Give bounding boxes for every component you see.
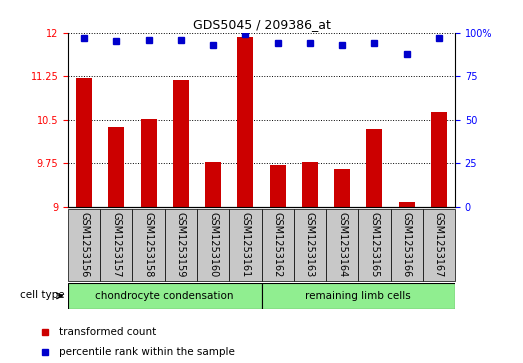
Text: GSM1253158: GSM1253158	[144, 212, 154, 278]
Text: GSM1253165: GSM1253165	[369, 212, 379, 278]
Bar	[366, 129, 382, 207]
Bar	[326, 209, 358, 281]
Text: GSM1253164: GSM1253164	[337, 212, 347, 278]
Bar	[302, 162, 318, 207]
Bar	[108, 127, 124, 207]
Text: GSM1253163: GSM1253163	[305, 212, 315, 278]
Bar	[431, 112, 447, 207]
Bar	[423, 209, 455, 281]
Bar	[391, 209, 423, 281]
Text: GSM1253161: GSM1253161	[241, 212, 251, 278]
Bar	[294, 209, 326, 281]
Bar	[399, 202, 415, 207]
Bar	[229, 209, 262, 281]
Text: remaining limb cells: remaining limb cells	[305, 291, 411, 301]
Bar	[262, 209, 294, 281]
Bar	[358, 209, 391, 281]
Bar	[334, 168, 350, 207]
Bar	[173, 80, 189, 207]
Bar	[237, 37, 254, 207]
Text: GSM1253167: GSM1253167	[434, 212, 444, 278]
Text: chondrocyte condensation: chondrocyte condensation	[96, 291, 234, 301]
Bar	[76, 78, 92, 207]
Text: GSM1253160: GSM1253160	[208, 212, 218, 278]
Bar	[141, 119, 157, 207]
Bar	[262, 283, 455, 309]
Text: percentile rank within the sample: percentile rank within the sample	[59, 347, 235, 357]
Text: GSM1253159: GSM1253159	[176, 212, 186, 278]
Title: GDS5045 / 209386_at: GDS5045 / 209386_at	[192, 19, 331, 32]
Text: GSM1253162: GSM1253162	[272, 212, 282, 278]
Bar	[132, 209, 165, 281]
Bar	[269, 165, 286, 207]
Text: GSM1253156: GSM1253156	[79, 212, 89, 278]
Bar	[68, 209, 100, 281]
Bar	[205, 162, 221, 207]
Text: GSM1253166: GSM1253166	[402, 212, 412, 278]
Bar	[100, 209, 132, 281]
Bar	[165, 209, 197, 281]
Bar	[197, 209, 229, 281]
Text: GSM1253157: GSM1253157	[111, 212, 121, 278]
Bar	[68, 283, 262, 309]
Text: cell type: cell type	[20, 290, 65, 299]
Text: transformed count: transformed count	[59, 327, 156, 337]
